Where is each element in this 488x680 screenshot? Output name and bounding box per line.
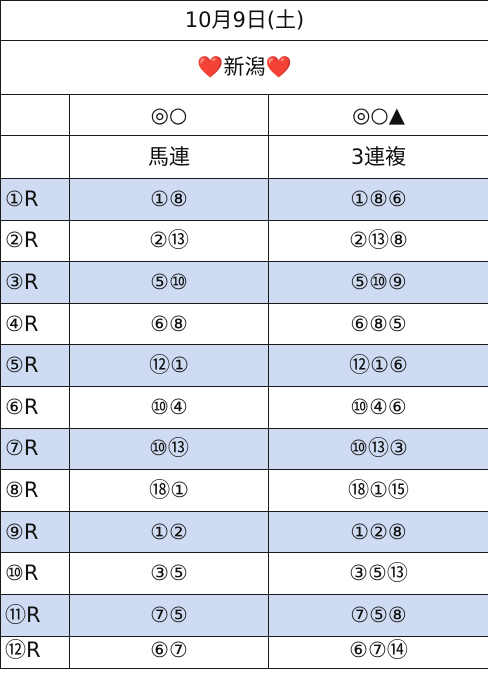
umaren-pick: ⑦⑤ (69, 593, 269, 637)
sanrenpuku-pick: ⑩⑬③ (268, 427, 488, 471)
sanrenpuku-pick: ③⑤⑬ (268, 552, 488, 595)
bet-type-row: 馬連 3連複 (0, 135, 488, 179)
race-number: ①R (0, 178, 70, 221)
sanrenpuku-pick: ⑫①⑥ (268, 344, 488, 387)
symbol-row: ◎○ ◎○▲ (0, 94, 488, 136)
sanrenpuku-pick: ⑦⑤⑧ (268, 593, 488, 637)
sanrenpuku-pick: ①②⑧ (268, 510, 488, 554)
race-number: ⑥R (0, 385, 70, 429)
umaren-symbols: ◎○ (69, 94, 269, 136)
sanrenpuku-label: 3連複 (268, 135, 488, 179)
race-row: ⑤R ⑫① ⑫①⑥ (0, 344, 488, 387)
race-number: ⑩R (0, 552, 70, 595)
umaren-pick: ⑫① (69, 344, 269, 387)
umaren-pick: ⑩④ (69, 385, 269, 429)
race-row: ⑨R ①② ①②⑧ (0, 510, 488, 554)
empty-cell (0, 94, 70, 136)
sanrenpuku-pick: ⑱①⑮ (268, 469, 488, 512)
race-number: ④R (0, 302, 70, 346)
race-row: ④R ⑥⑧ ⑥⑧⑤ (0, 302, 488, 346)
race-row: ③R ⑤⑩ ⑤⑩⑨ (0, 261, 488, 304)
race-row: ⑩R ③⑤ ③⑤⑬ (0, 552, 488, 595)
race-number: ⑨R (0, 510, 70, 554)
race-row: ①R ①⑧ ①⑧⑥ (0, 178, 488, 221)
umaren-pick: ②⑬ (69, 219, 269, 263)
race-row: ⑪R ⑦⑤ ⑦⑤⑧ (0, 593, 488, 637)
umaren-label: 馬連 (69, 135, 269, 179)
race-number: ⑧R (0, 469, 70, 512)
race-row: ⑫R ⑥⑦ ⑥⑦⑭ (0, 635, 488, 669)
race-row: ⑦R ⑩⑬ ⑩⑬③ (0, 427, 488, 471)
race-row: ②R ②⑬ ②⑬⑧ (0, 219, 488, 263)
sanrenpuku-symbols: ◎○▲ (268, 94, 488, 136)
venue-name: 新潟 (223, 55, 266, 79)
sanrenpuku-pick: ⑥⑦⑭ (268, 635, 488, 669)
venue-title: ❤️新潟❤️ (0, 40, 488, 95)
umaren-pick: ⑱① (69, 469, 269, 512)
empty-cell (0, 135, 70, 179)
sanrenpuku-pick: ②⑬⑧ (268, 219, 488, 263)
sanrenpuku-pick: ⑩④⑥ (268, 385, 488, 429)
umaren-pick: ⑥⑧ (69, 302, 269, 346)
race-number: ⑦R (0, 427, 70, 471)
umaren-pick: ③⑤ (69, 552, 269, 595)
sanrenpuku-pick: ①⑧⑥ (268, 178, 488, 221)
umaren-pick: ⑥⑦ (69, 635, 269, 669)
venue-row: ❤️新潟❤️ (0, 40, 488, 95)
umaren-pick: ⑤⑩ (69, 261, 269, 304)
umaren-pick: ①⑧ (69, 178, 269, 221)
date-title: 10月9日(土) (0, 0, 488, 41)
sanrenpuku-pick: ⑥⑧⑤ (268, 302, 488, 346)
race-number: ②R (0, 219, 70, 263)
race-row: ⑥R ⑩④ ⑩④⑥ (0, 385, 488, 429)
umaren-pick: ①② (69, 510, 269, 554)
heart-icon: ❤️ (265, 55, 292, 79)
race-number: ⑪R (0, 593, 70, 637)
sanrenpuku-pick: ⑤⑩⑨ (268, 261, 488, 304)
race-number: ⑤R (0, 344, 70, 387)
race-number: ⑫R (0, 635, 70, 669)
race-number: ③R (0, 261, 70, 304)
heart-icon: ❤️ (197, 55, 224, 79)
date-row: 10月9日(土) (0, 0, 488, 41)
race-row: ⑧R ⑱① ⑱①⑮ (0, 469, 488, 512)
umaren-pick: ⑩⑬ (69, 427, 269, 471)
